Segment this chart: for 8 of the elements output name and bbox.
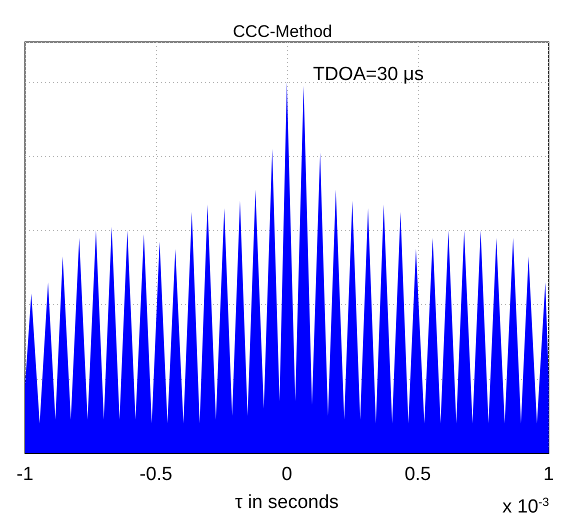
x-tick-label: -0.5 xyxy=(140,464,172,485)
x-tick-label: 0 xyxy=(282,464,292,485)
chart-title: CCC-Method xyxy=(232,22,332,41)
x-tick-label: 0.5 xyxy=(404,464,431,485)
annotation: TDOA=30 μs xyxy=(313,64,424,85)
x-tick-label: 1 xyxy=(543,464,554,485)
x-tick-label: -1 xyxy=(16,464,34,485)
x-axis-title: τ in seconds xyxy=(235,492,339,513)
